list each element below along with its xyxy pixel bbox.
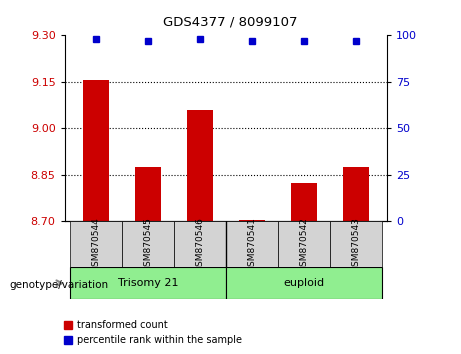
Bar: [122, 221, 174, 267]
Text: GSM870544: GSM870544: [91, 217, 100, 272]
Text: genotype/variation: genotype/variation: [9, 280, 108, 290]
Text: euploid: euploid: [284, 278, 325, 288]
Bar: [70, 221, 122, 267]
Bar: [187, 110, 213, 221]
Bar: [70, 267, 226, 299]
Text: GSM870543: GSM870543: [351, 217, 361, 272]
Bar: [343, 167, 369, 221]
Bar: [174, 221, 226, 267]
Text: GSM870542: GSM870542: [300, 217, 308, 272]
Text: GDS4377 / 8099107: GDS4377 / 8099107: [163, 16, 298, 29]
Text: GSM870545: GSM870545: [143, 217, 152, 272]
Bar: [330, 221, 382, 267]
Bar: [239, 220, 265, 221]
Bar: [83, 80, 109, 221]
Bar: [291, 183, 317, 221]
Bar: [226, 221, 278, 267]
Text: GSM870546: GSM870546: [195, 217, 204, 272]
Bar: [135, 167, 161, 221]
Text: GSM870541: GSM870541: [248, 217, 256, 272]
Legend: transformed count, percentile rank within the sample: transformed count, percentile rank withi…: [60, 316, 246, 349]
Bar: [226, 267, 382, 299]
Bar: [278, 221, 330, 267]
Text: Trisomy 21: Trisomy 21: [118, 278, 178, 288]
